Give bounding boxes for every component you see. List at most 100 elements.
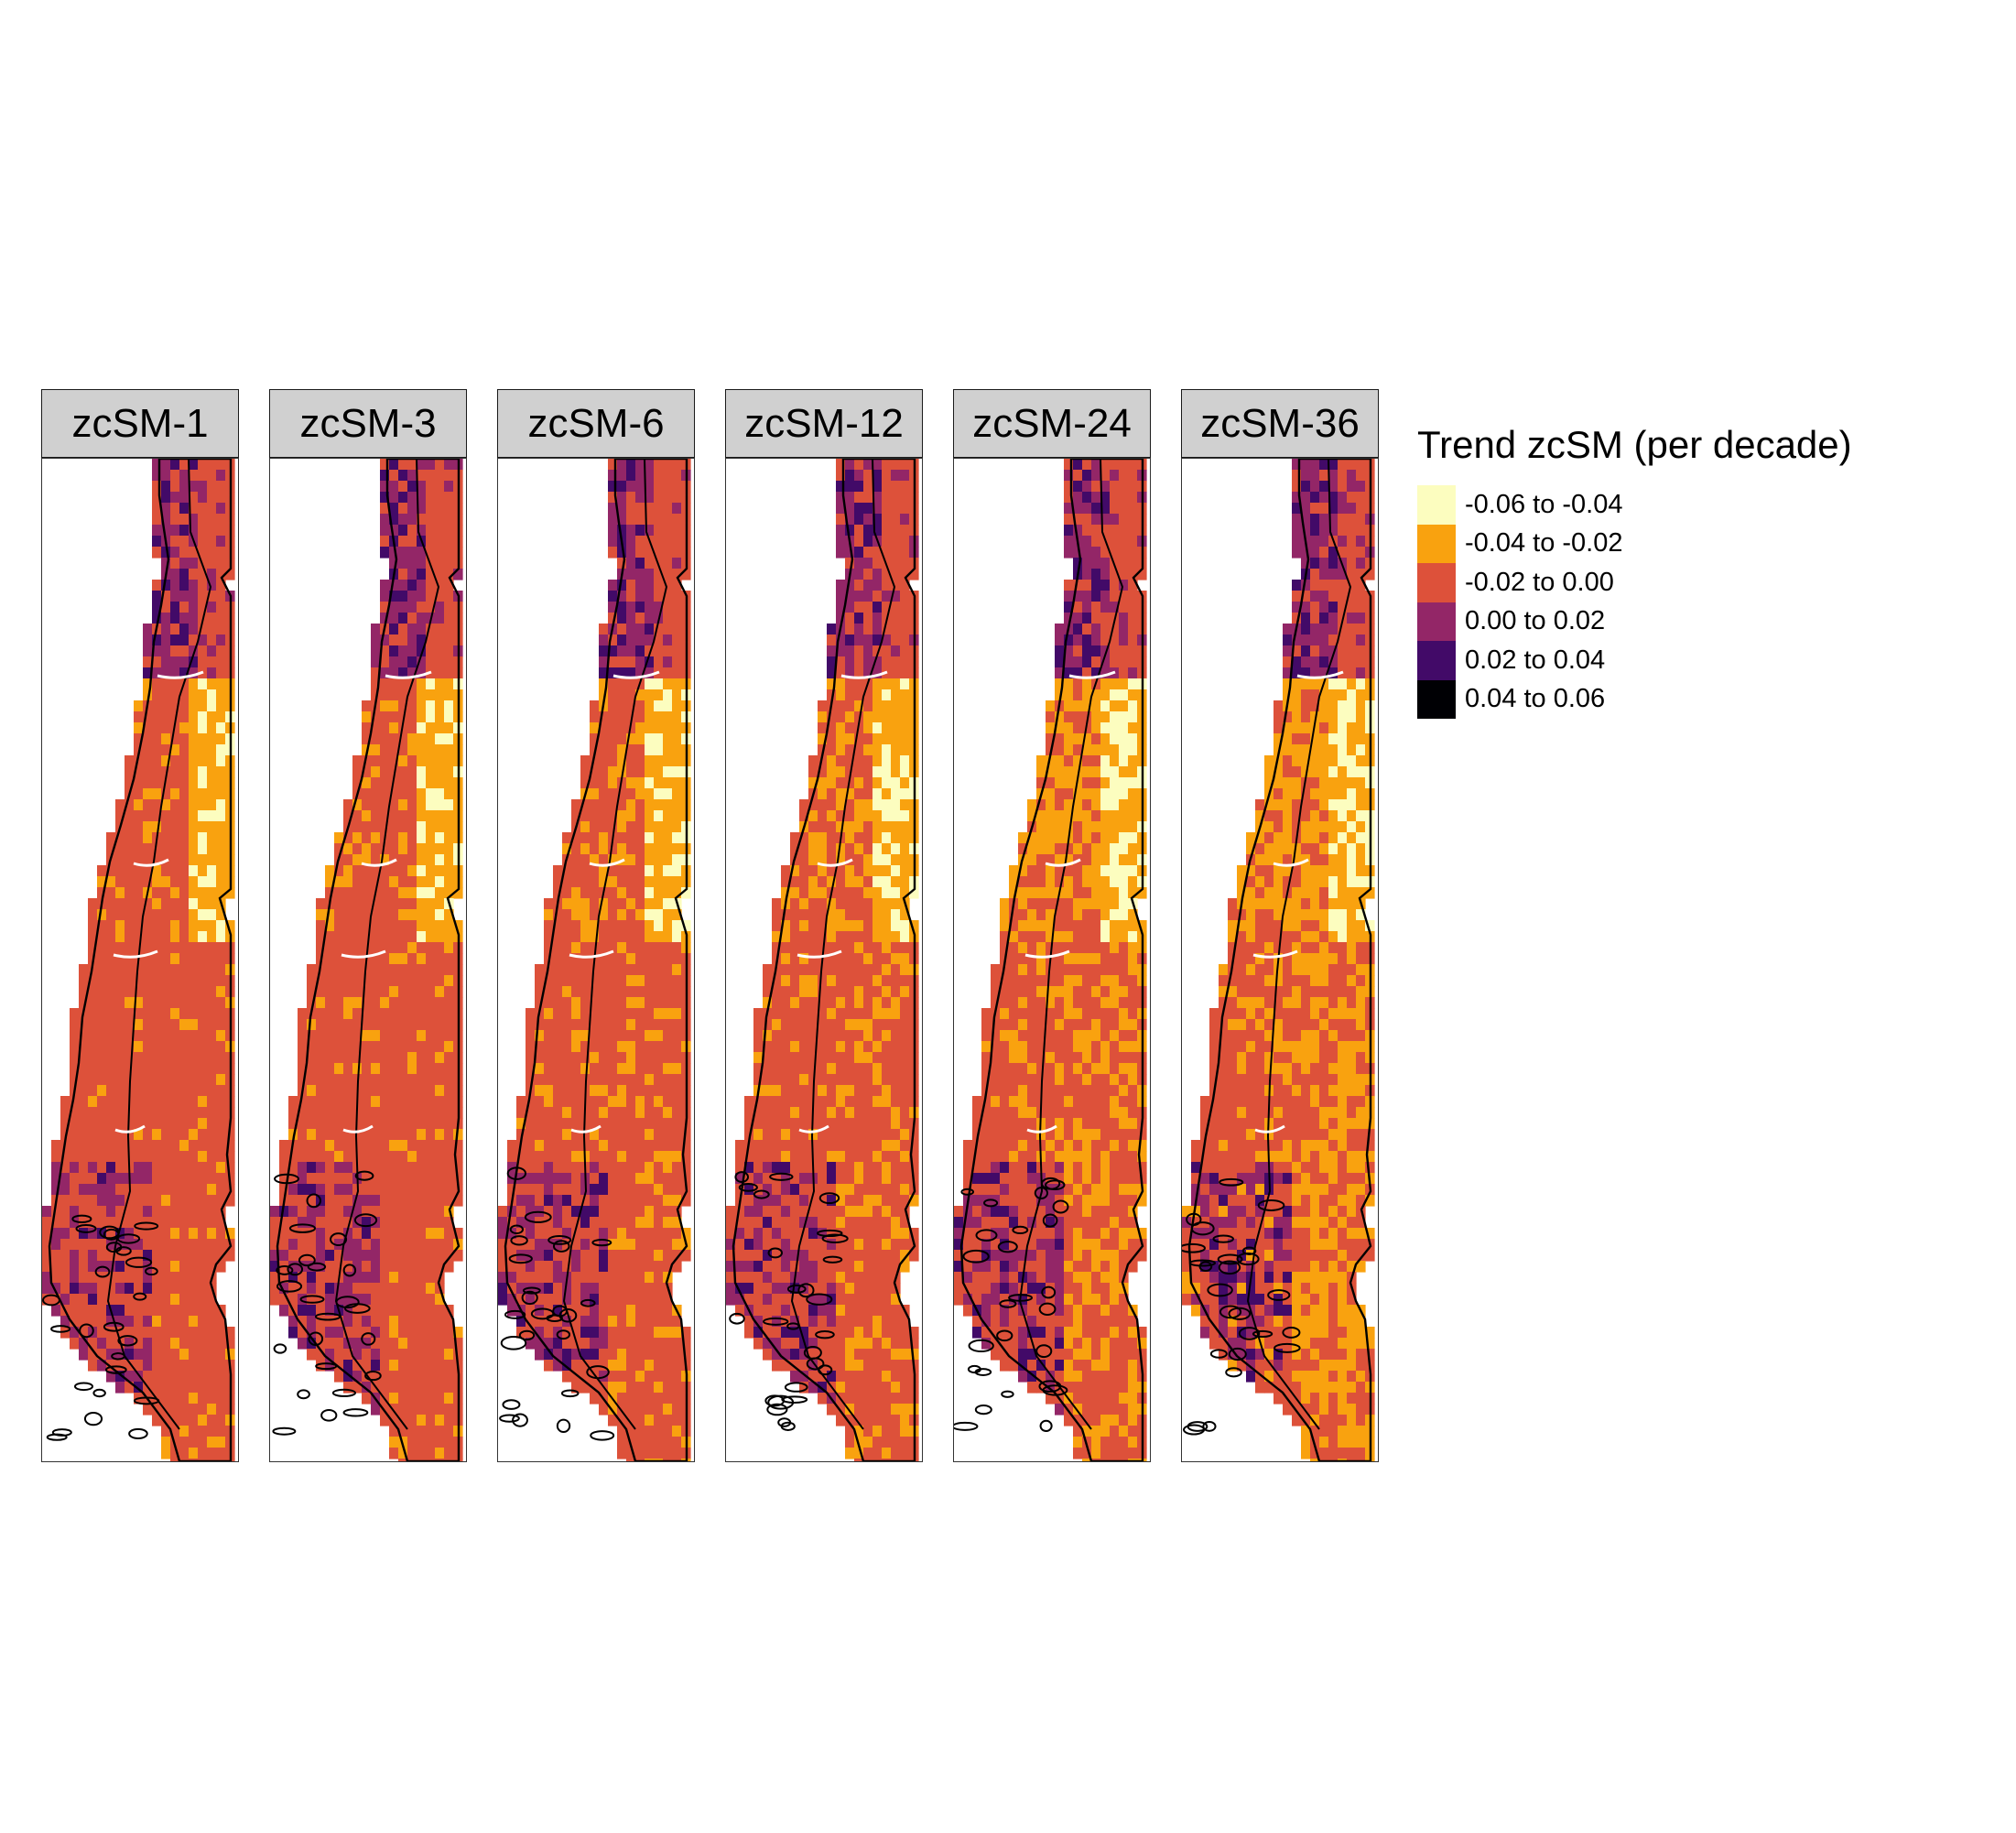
raster-cell — [599, 744, 609, 756]
raster-cell — [863, 656, 873, 668]
raster-cell — [873, 459, 883, 471]
raster-cell — [763, 1030, 773, 1042]
raster-cell — [635, 645, 645, 657]
raster-cell — [818, 997, 828, 1009]
raster-cell — [617, 832, 627, 844]
raster-cell — [654, 1107, 664, 1119]
raster-cell — [854, 755, 864, 767]
raster-cell — [343, 1173, 353, 1185]
raster-cell — [845, 909, 855, 921]
raster-cell — [891, 645, 901, 657]
raster-cell — [599, 931, 609, 943]
raster-cell — [79, 1140, 89, 1152]
raster-cell — [207, 1162, 217, 1174]
raster-cell — [562, 1283, 572, 1295]
raster-cell — [106, 865, 116, 877]
raster-cell — [170, 766, 180, 778]
raster-cell — [526, 1228, 536, 1240]
raster-cell — [152, 1063, 162, 1075]
raster-cell — [417, 624, 427, 635]
raster-cell — [352, 953, 363, 965]
raster-cell — [407, 964, 417, 976]
raster-cell — [526, 1052, 536, 1064]
raster-cell — [818, 1030, 828, 1042]
raster-cell — [106, 1294, 116, 1306]
raster-cell — [398, 887, 408, 899]
raster-cell — [654, 810, 664, 822]
raster-cell — [143, 744, 153, 756]
raster-cell — [152, 481, 162, 493]
raster-cell — [207, 1129, 217, 1141]
raster-cell — [189, 1382, 199, 1394]
raster-cell — [389, 1206, 399, 1218]
raster-cell — [115, 799, 125, 811]
raster-cell — [106, 887, 116, 899]
raster-cell — [179, 1096, 190, 1108]
raster-cell — [562, 1294, 572, 1306]
raster-cell — [863, 624, 873, 635]
raster-cell — [873, 481, 883, 493]
raster-cell — [900, 821, 910, 833]
raster-cell — [170, 1041, 180, 1053]
raster-cell — [882, 876, 892, 888]
raster-cell — [882, 503, 892, 515]
raster-cell — [161, 1316, 171, 1328]
raster-cell — [854, 503, 864, 515]
island-outline — [288, 1223, 317, 1233]
raster-cell — [161, 580, 171, 591]
raster-cell — [371, 1272, 381, 1284]
raster-cell — [380, 1316, 390, 1328]
raster-cell — [288, 1283, 298, 1295]
raster-cell — [170, 1459, 180, 1461]
raster-cell — [152, 1008, 162, 1020]
raster-cell — [891, 667, 901, 679]
raster-cell — [362, 722, 372, 734]
raster-cell — [526, 1250, 536, 1262]
raster-cell — [125, 1239, 135, 1251]
raster-cell — [115, 854, 125, 866]
raster-cell — [134, 975, 144, 987]
raster-cell — [380, 953, 390, 965]
raster-cell — [626, 854, 636, 866]
raster-cell — [808, 810, 818, 822]
raster-cell — [617, 953, 627, 965]
raster-cell — [900, 1052, 910, 1064]
raster-cell — [407, 1250, 417, 1262]
raster-cell — [444, 1195, 454, 1207]
raster-cell — [207, 536, 217, 548]
raster-cell — [352, 755, 363, 767]
raster-cell — [635, 580, 645, 591]
raster-cell — [626, 547, 636, 559]
raster-cell — [900, 997, 910, 1009]
raster-cell — [608, 481, 618, 493]
raster-cell — [444, 503, 454, 515]
raster-cell — [70, 1041, 80, 1053]
raster-cell — [672, 558, 682, 569]
raster-cell — [362, 1195, 372, 1207]
raster-cell — [654, 1327, 664, 1339]
raster-cell — [608, 909, 618, 921]
raster-cell — [152, 645, 162, 657]
raster-cell — [398, 1393, 408, 1405]
raster-cell — [79, 1228, 89, 1240]
raster-cell — [854, 1107, 864, 1119]
raster-cell — [161, 689, 171, 701]
raster-cell — [790, 964, 800, 976]
raster-cell — [562, 1019, 572, 1031]
raster-cell — [179, 580, 190, 591]
raster-cell — [398, 613, 408, 624]
raster-cell — [608, 1151, 618, 1163]
raster-cell — [170, 459, 180, 471]
raster-cell — [626, 1272, 636, 1284]
raster-cell — [608, 689, 618, 701]
raster-cell — [70, 1173, 80, 1185]
raster-cell — [380, 766, 390, 778]
raster-cell — [626, 799, 636, 811]
raster-cell — [672, 1008, 682, 1020]
raster-cell — [608, 645, 618, 657]
raster-cell — [863, 975, 873, 987]
raster-cell — [654, 1338, 664, 1350]
raster-cell — [599, 1107, 609, 1119]
raster-cell — [672, 821, 682, 833]
raster-cell — [635, 843, 645, 855]
